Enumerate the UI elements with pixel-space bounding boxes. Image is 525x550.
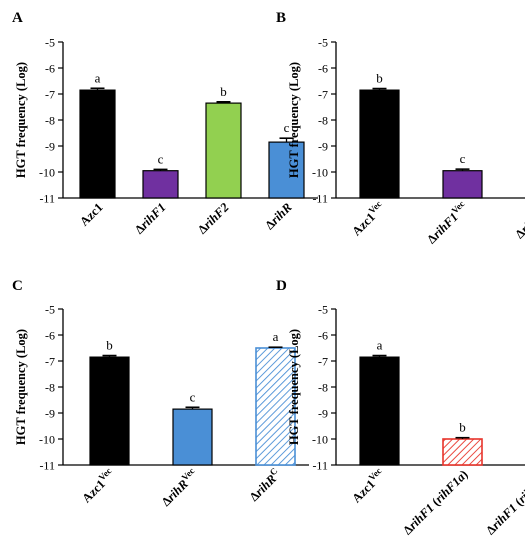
y-tick-label: -6 (318, 329, 328, 343)
bar (142, 170, 179, 199)
y-tick-label: -8 (45, 114, 55, 128)
x-category-label: ΔrihR (262, 200, 294, 232)
significance-letter: b (220, 84, 227, 99)
x-category-label: ΔrihF1Vec (423, 199, 471, 247)
y-tick-label: -8 (45, 381, 55, 395)
y-tick-label: -11 (39, 192, 55, 206)
significance-letter: c (158, 151, 164, 166)
significance-letter: b (459, 420, 466, 435)
y-axis-label: HGT frequency (Log) (14, 62, 28, 178)
y-tick-label: -9 (45, 140, 55, 154)
y-tick-label: -7 (45, 355, 55, 369)
significance-letter: c (460, 151, 466, 166)
bar (359, 356, 400, 466)
y-axis-label: HGT frequency (Log) (14, 329, 28, 445)
x-category-label: ΔrihRC (245, 466, 283, 504)
y-tick-label: -10 (39, 433, 55, 447)
panel-label: D (276, 278, 287, 294)
y-tick-label: -11 (312, 459, 328, 473)
x-category-label: Azc1Vec (78, 466, 118, 506)
y-tick-label: -9 (318, 140, 328, 154)
y-tick-label: -7 (318, 355, 328, 369)
y-tick-label: -11 (312, 192, 328, 206)
y-tick-label: -6 (45, 329, 55, 343)
y-tick-label: -10 (39, 166, 55, 180)
significance-letter: b (106, 338, 113, 353)
significance-letter: b (376, 71, 383, 86)
category-label-part: rihF2 (201, 200, 232, 231)
panel-a: A HGT frequency (Log) -5 -6 -7 -8 -9 -10 -11 a Azc… (12, 10, 318, 237)
bar (359, 89, 400, 199)
significance-letter: a (377, 338, 383, 353)
panel-b: B HGT frequency (Log) -5 -6 -7 -8 -9 -10 -11 b Azc… (276, 10, 525, 246)
y-tick-label: -11 (39, 459, 55, 473)
bar (172, 408, 213, 466)
panel-label: C (12, 278, 23, 294)
x-category-label: ΔrihF1 (rihF1b) (483, 467, 525, 537)
bar (79, 89, 116, 199)
bar (89, 356, 130, 466)
y-tick-label: -10 (312, 433, 328, 447)
y-axis-label: HGT frequency (Log) (287, 62, 301, 178)
y-tick-label: -5 (318, 36, 328, 50)
panel-d: D HGT frequency (Log) -5 -6 -7 -8 -9 -10 -11 a Azc… (276, 278, 525, 537)
x-category-label: ΔrihF1 (rihF1a) (400, 467, 470, 537)
significance-letter: c (190, 389, 196, 404)
x-category-label: ΔrihRVec (157, 466, 200, 509)
x-category-label: Azc1Vec (348, 199, 388, 239)
y-tick-label: -6 (318, 62, 328, 76)
panel-c: C HGT frequency (Log) -5 -6 -7 -8 -9 -10 -11 b Azc… (12, 278, 309, 509)
bar (442, 438, 483, 466)
y-axis-label: HGT frequency (Log) (287, 329, 301, 445)
y-tick-label: -7 (318, 88, 328, 102)
bar (255, 347, 296, 466)
y-tick-label: -5 (45, 36, 55, 50)
y-tick-label: -8 (318, 114, 328, 128)
category-label-part: rihF1 (138, 200, 169, 231)
y-tick-label: -6 (45, 62, 55, 76)
bar (205, 102, 242, 199)
x-category-label: ΔrihF2 (195, 200, 232, 237)
significance-letter: c (284, 120, 290, 135)
x-category-label: Azc1Vec (348, 466, 388, 506)
y-tick-label: -7 (45, 88, 55, 102)
y-tick-label: -8 (318, 381, 328, 395)
panel-label: A (12, 10, 23, 26)
x-category-label: ΔrihF1 (132, 200, 169, 237)
bar (442, 170, 483, 199)
panel-label: B (276, 10, 286, 26)
significance-letter: a (273, 329, 279, 344)
bar (268, 141, 305, 199)
category-label-part: Azc1 (77, 200, 106, 229)
y-tick-label: -9 (318, 407, 328, 421)
category-superscript: C (268, 466, 280, 478)
y-tick-label: -9 (45, 407, 55, 421)
y-tick-label: -5 (318, 303, 328, 317)
y-tick-label: -10 (312, 166, 328, 180)
y-tick-label: -5 (45, 303, 55, 317)
significance-letter: a (95, 70, 101, 85)
x-category-label: Azc1 (77, 200, 106, 229)
